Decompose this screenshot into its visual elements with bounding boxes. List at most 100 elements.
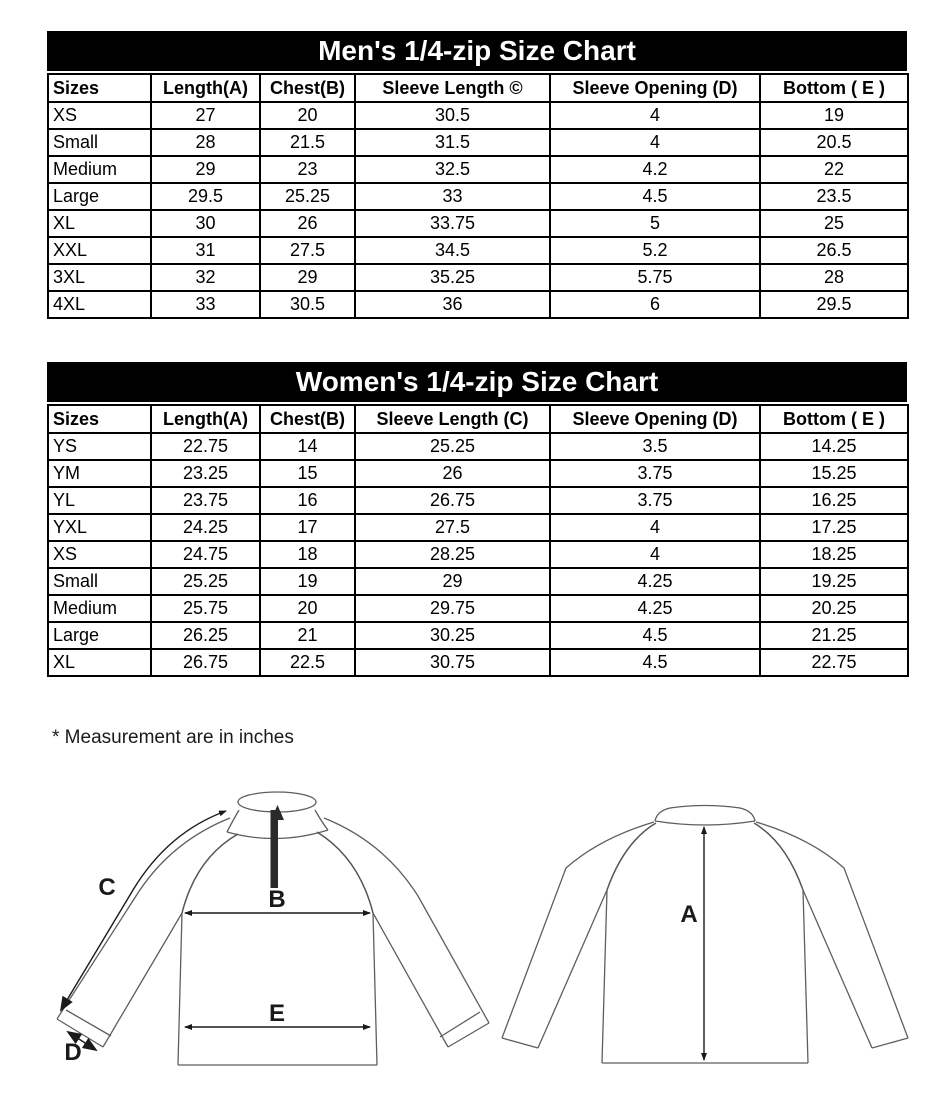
table-row: Medium 29 23 32.5 4.2 22: [47, 155, 909, 184]
womens-size-table: Sizes Length(A) Chest(B) Sleeve Length (C) S…: [47, 404, 909, 677]
measurement-cell: 26: [354, 459, 551, 488]
column-header: Sizes: [47, 73, 152, 103]
front-left-sleeve-outer: [56, 817, 231, 1020]
measurement-cell: 20: [259, 101, 356, 130]
sleeve-opening-label: D: [64, 1039, 81, 1066]
measurement-cell: 33: [150, 290, 261, 319]
measurement-cell: 19: [759, 101, 909, 130]
measurement-cell: 5: [549, 209, 761, 238]
measurement-cell: 16: [259, 486, 356, 515]
measurement-cell: 32: [150, 263, 261, 292]
measurement-cell: 28: [150, 128, 261, 157]
front-collar-right: [314, 809, 329, 831]
measurement-cell: 21.5: [259, 128, 356, 157]
womens-chart-title: Women's 1/4-zip Size Chart: [47, 362, 907, 402]
front-raglan-seam-left: [181, 833, 239, 914]
womens-size-chart-section: Women's 1/4-zip Size Chart Sizes Length(A…: [47, 362, 909, 677]
size-label-cell: XL: [47, 209, 152, 238]
measurement-cell: 15: [259, 459, 356, 488]
measurement-cell: 22.5: [259, 648, 356, 677]
measurement-cell: 25.25: [150, 567, 261, 596]
back-raglan-seam-left: [606, 822, 657, 891]
measurement-cell: 4: [549, 540, 761, 569]
size-label-cell: YXL: [47, 513, 152, 542]
back-collar-top: [654, 804, 756, 822]
table-row: Large 26.25 21 30.25 4.5 21.25: [47, 621, 909, 650]
sleeve-length-dimension-arrow: [59, 810, 227, 1012]
front-raglan-seam-right: [316, 831, 374, 914]
mens-size-table: Sizes Length(A) Chest(B) Sleeve Length © Sle…: [47, 73, 909, 319]
measurement-cell: 30: [150, 209, 261, 238]
size-label-cell: YL: [47, 486, 152, 515]
column-header: Length(A): [150, 73, 261, 103]
sleeve-length-label: C: [98, 874, 115, 901]
front-view-dimension-arrows: B E C D: [59, 810, 371, 1066]
measurement-cell: 6: [549, 290, 761, 319]
size-label-cell: Medium: [47, 594, 152, 623]
measurement-note: * Measurement are in inches: [52, 727, 294, 748]
table-row: YM 23.25 15 26 3.75 15.25: [47, 459, 909, 488]
measurement-cell: 30.5: [354, 101, 551, 130]
measurement-cell: 27.5: [259, 236, 356, 265]
measurement-cell: 15.25: [759, 459, 909, 488]
column-header: Chest(B): [259, 73, 356, 103]
measurement-cell: 17.25: [759, 513, 909, 542]
measurement-cell: 4.5: [549, 648, 761, 677]
measurement-cell: 21.25: [759, 621, 909, 650]
column-header: Sleeve Opening (D): [549, 73, 761, 103]
size-label-cell: XL: [47, 648, 152, 677]
front-left-cuff-band: [65, 1009, 112, 1037]
measurement-cell: 19.25: [759, 567, 909, 596]
table-row: YXL 24.25 17 27.5 4 17.25: [47, 513, 909, 542]
measurement-cell: 28: [759, 263, 909, 292]
size-label-cell: Small: [47, 567, 152, 596]
measurement-cell: 23.25: [150, 459, 261, 488]
table-row: XXL 31 27.5 34.5 5.2 26.5: [47, 236, 909, 265]
table-row: Small 28 21.5 31.5 4 20.5: [47, 128, 909, 157]
size-label-cell: XS: [47, 101, 152, 130]
table-row: XS 27 20 30.5 4 19: [47, 101, 909, 130]
measurement-cell: 25.75: [150, 594, 261, 623]
measurement-cell: 14.25: [759, 432, 909, 461]
measurement-cell: 4.5: [549, 621, 761, 650]
table-row: XL 26.75 22.5 30.75 4.5 22.75: [47, 648, 909, 677]
zipper-pull: [271, 805, 284, 820]
back-left-sleeve-outer: [501, 821, 655, 1039]
measurement-cell: 29: [354, 567, 551, 596]
measurement-cell: 27: [150, 101, 261, 130]
table-row: XL 30 26 33.75 5 25: [47, 209, 909, 238]
measurement-cell: 35.25: [354, 263, 551, 292]
measurement-cell: 14: [259, 432, 356, 461]
column-header: Sleeve Length ©: [354, 73, 551, 103]
size-label-cell: 3XL: [47, 263, 152, 292]
measurement-cell: 27.5: [354, 513, 551, 542]
measurement-cell: 32.5: [354, 155, 551, 184]
size-label-cell: Large: [47, 182, 152, 211]
size-label-cell: YM: [47, 459, 152, 488]
front-body-outline: [177, 912, 378, 1066]
column-header: Sleeve Length (C): [354, 404, 551, 434]
back-view-dimension-arrows: A: [680, 826, 707, 1061]
table-row: Small 25.25 19 29 4.25 19.25: [47, 567, 909, 596]
column-header: Bottom ( E ): [759, 73, 909, 103]
measurement-cell: 33.75: [354, 209, 551, 238]
measurement-cell: 29: [150, 155, 261, 184]
table-row: YL 23.75 16 26.75 3.75 16.25: [47, 486, 909, 515]
front-right-cuff-end: [447, 1022, 490, 1048]
measurement-cell: 23.5: [759, 182, 909, 211]
measurement-cell: 23.75: [150, 486, 261, 515]
measurement-cell: 20.5: [759, 128, 909, 157]
size-label-cell: 4XL: [47, 290, 152, 319]
womens-header-row: Sizes Length(A) Chest(B) Sleeve Length (C) S…: [47, 404, 909, 434]
back-left-cuff-end: [501, 1037, 539, 1049]
measurement-cell: 33: [354, 182, 551, 211]
measurement-cell: 22.75: [150, 432, 261, 461]
measurement-cell: 4.2: [549, 155, 761, 184]
size-label-cell: Medium: [47, 155, 152, 184]
measurement-cell: 5.2: [549, 236, 761, 265]
measurement-cell: 31.5: [354, 128, 551, 157]
column-header: Length(A): [150, 404, 261, 434]
measurement-cell: 25: [759, 209, 909, 238]
measurement-cell: 4.5: [549, 182, 761, 211]
size-label-cell: XXL: [47, 236, 152, 265]
